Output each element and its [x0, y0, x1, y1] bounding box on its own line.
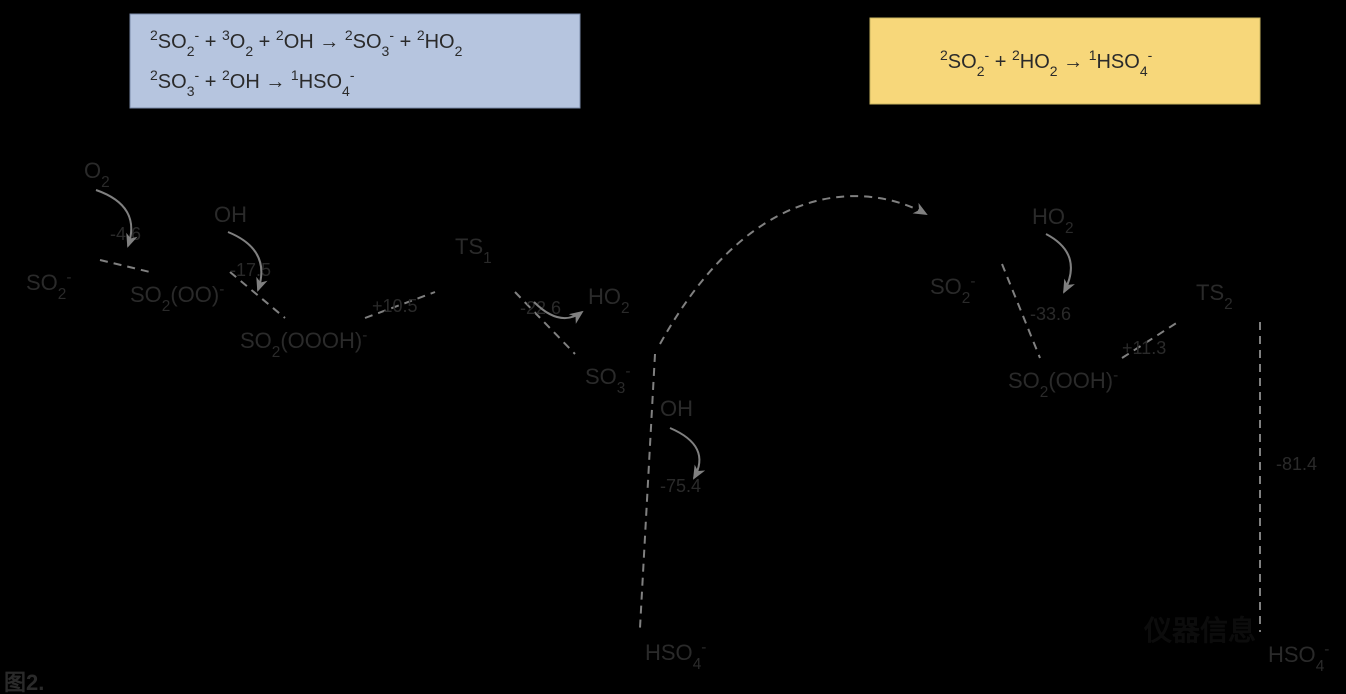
- watermark-text: 仪器信息: [1143, 614, 1256, 646]
- right-energy-1: +11.3: [1122, 338, 1166, 358]
- left-in-label-2: OH: [660, 396, 693, 421]
- left-energy-4: -75.4: [660, 476, 701, 496]
- caption-prefix: 图2.: [4, 670, 44, 694]
- left-energy-2: +10.5: [372, 296, 418, 316]
- right-energy-2: -81.4: [1276, 454, 1317, 474]
- left-energy-1: -17.5: [230, 260, 271, 280]
- left-energy-0: -4.6: [110, 224, 141, 244]
- energy-diagram: 2SO2- + 3O2 + 2OH → 2SO3- + 2HO22SO3- + …: [0, 0, 1346, 694]
- left-in-label-1: OH: [214, 202, 247, 227]
- right-energy-0: -33.6: [1030, 304, 1071, 324]
